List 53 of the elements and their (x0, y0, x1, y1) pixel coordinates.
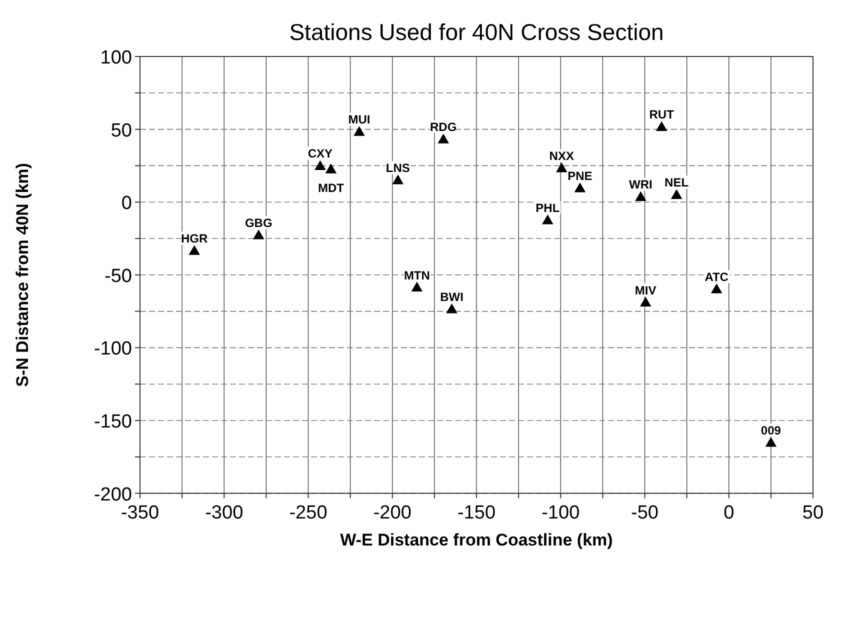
point (411, 282, 423, 292)
annotation: 009 (760, 424, 782, 438)
point (574, 182, 586, 192)
x-tick-label: -200 (373, 502, 412, 524)
y-tick-label: 100 (100, 48, 132, 68)
point (710, 284, 722, 294)
y-tick-label: 50 (110, 120, 132, 142)
annotation: MTN (404, 268, 430, 282)
x-tick-label: 50 (802, 502, 824, 524)
annotation: LNS (386, 160, 410, 175)
y-tick-label: 0 (121, 193, 132, 214)
x-tick-label: 0 (724, 502, 734, 524)
x-tick-label: -50 (631, 502, 658, 524)
annotation: HGR (181, 232, 208, 246)
point (252, 230, 264, 240)
y-tick-label: -50 (104, 266, 132, 287)
chart-title: Stations Used for 40N Cross Section (289, 19, 664, 45)
annotation: CXY (308, 146, 333, 161)
point (325, 164, 337, 174)
annotation: PHL (536, 201, 560, 216)
annotation: NXX (549, 149, 574, 164)
annotation: RUT (649, 108, 675, 122)
point (354, 126, 365, 136)
x-tick-label: -150 (457, 502, 496, 524)
annotation: PNE (568, 168, 592, 183)
annotation: NEL (664, 176, 689, 190)
x-axis-title: W-E Distance from Coastline (km) (340, 530, 613, 550)
y-tick-label: -150 (94, 412, 132, 432)
point (670, 189, 682, 199)
annotation: GBG (244, 216, 272, 230)
annotation: ATC (704, 270, 729, 284)
y-axis-title: S-N Distance from 40N (km) (13, 162, 32, 387)
annotation: MIV (634, 283, 656, 298)
x-tick-label: -250 (289, 502, 328, 524)
annotation: RDG (430, 120, 457, 134)
annotation: MDT (318, 181, 345, 196)
point (446, 303, 458, 314)
x-tick-label: -300 (205, 502, 244, 524)
point (556, 162, 568, 172)
point (542, 214, 554, 224)
point (188, 245, 200, 255)
annotation: WRI (629, 178, 652, 192)
point (438, 134, 449, 144)
point (392, 174, 404, 184)
point (314, 160, 326, 170)
point (656, 121, 668, 131)
point (765, 437, 777, 447)
x-tick-label: -100 (542, 502, 580, 524)
point (635, 191, 646, 201)
point (640, 296, 652, 307)
annotation: MUI (348, 112, 370, 127)
y-tick-label: -100 (94, 338, 132, 360)
annotation: BWI (440, 290, 464, 304)
